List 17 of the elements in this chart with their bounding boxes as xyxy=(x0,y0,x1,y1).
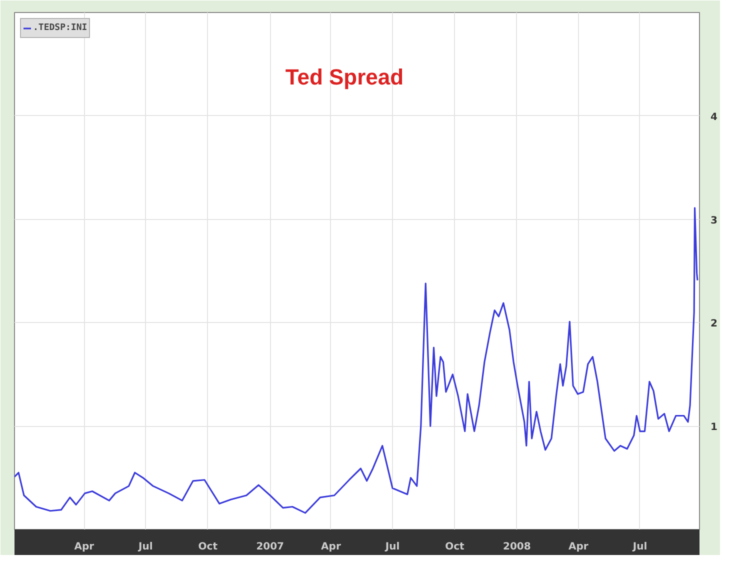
x-tick-label: Apr xyxy=(74,542,94,552)
y-tick-label: 3 xyxy=(710,215,718,226)
x-tick-label: Apr xyxy=(321,542,341,552)
x-tick-label: Jul xyxy=(138,542,153,552)
y-tick-label: 2 xyxy=(710,318,718,330)
x-tick-label: Oct xyxy=(198,542,218,552)
x-tick-label: Oct xyxy=(445,542,465,552)
x-tick-label: 2008 xyxy=(503,542,531,552)
y-tick-label: 4 xyxy=(710,112,718,123)
x-tick-label: 2007 xyxy=(256,542,284,552)
x-tick-label: Jul xyxy=(632,542,648,552)
legend-label: .TEDSP:INI xyxy=(33,23,88,33)
y-tick-label: 1 xyxy=(710,422,718,434)
x-tick-label: Apr xyxy=(568,542,588,552)
x-tick-label: Jul xyxy=(384,542,400,552)
line-series xyxy=(14,207,698,514)
text: Ted Spread xyxy=(285,64,404,90)
